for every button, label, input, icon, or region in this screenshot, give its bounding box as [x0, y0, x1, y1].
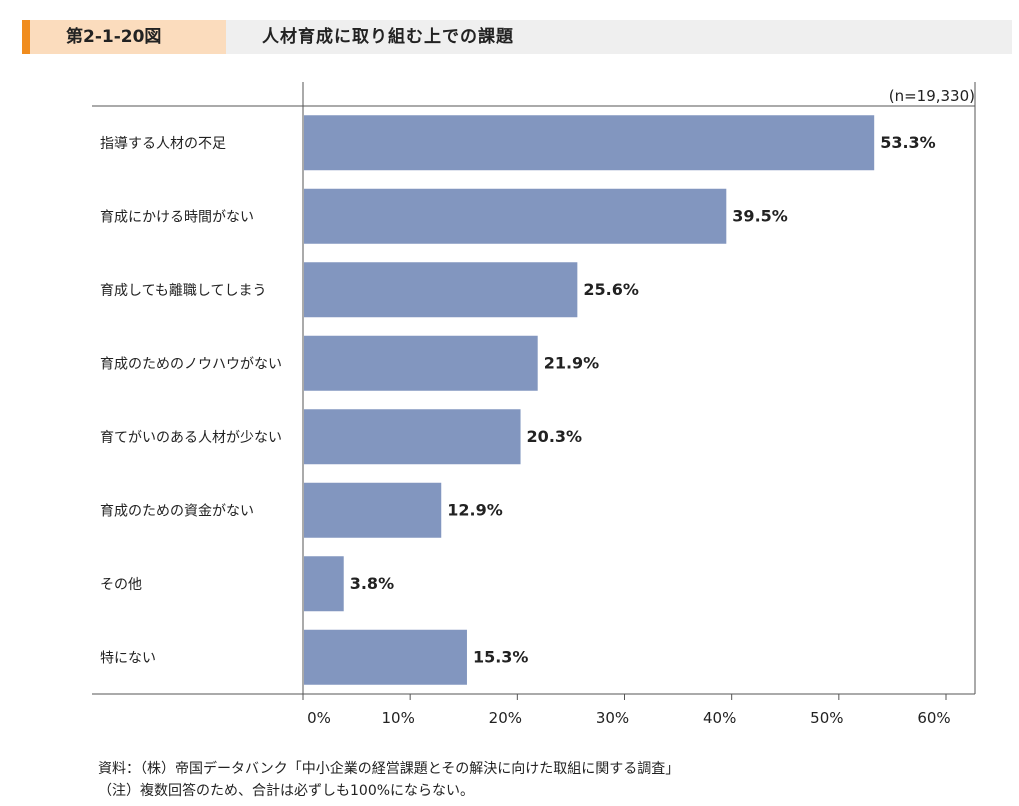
bar	[304, 262, 578, 318]
category-label: 育成しても離職してしまう	[100, 282, 266, 299]
bar	[304, 335, 538, 391]
value-label: 21.9%	[544, 353, 600, 372]
figure-header: 第2-1-20図 人材育成に取り組む上での課題	[22, 20, 1012, 54]
category-label: 育成のための資金がない	[100, 503, 254, 519]
x-tick-label: 10%	[381, 709, 414, 727]
chart-title: 人材育成に取り組む上での課題	[262, 27, 514, 47]
value-label: 3.8%	[350, 574, 394, 593]
x-tick-label: 60%	[917, 709, 950, 727]
category-label: 育てがいのある人材が少ない	[100, 430, 282, 446]
value-label: 12.9%	[447, 500, 503, 519]
figure-label-box	[30, 20, 226, 54]
x-tick-label: 20%	[489, 709, 522, 727]
category-label: 特にない	[100, 650, 156, 666]
category-label: 育成のためのノウハウがない	[100, 356, 282, 372]
annotation-note: （注）複数回答のため、合計は必ずしも100%にならない。	[98, 783, 475, 799]
x-tick-label: 0%	[307, 709, 331, 727]
chart-frame	[92, 82, 976, 700]
value-label: 15.3%	[473, 647, 529, 666]
bar	[304, 556, 344, 612]
value-labels: 53.3% 39.5% 25.6% 21.9% 20.3% 12.9% 3.8% 15.3%	[350, 133, 936, 667]
category-label: 育成にかける時間がない	[100, 209, 254, 225]
category-label: 指導する人材の不足	[100, 136, 226, 152]
x-axis-ticks: 0% 10% 20% 30% 40% 50% 60%	[307, 694, 951, 727]
category-label: その他	[100, 577, 142, 593]
bar	[304, 115, 875, 171]
bars-group	[304, 115, 875, 685]
category-labels: 指導する人材の不足育成にかける時間がない育成しても離職してしまう育成のためのノウ…	[100, 136, 282, 667]
header-accent-bar	[22, 20, 30, 54]
x-tick-label: 50%	[810, 709, 843, 727]
x-tick-label: 40%	[703, 709, 736, 727]
bar	[304, 409, 521, 465]
source-note: 資料：（株）帝国データバンク「中小企業の経営課題とその解決に向けた取組に関する調…	[98, 761, 680, 777]
bar	[304, 188, 727, 244]
bar	[304, 482, 442, 538]
bar	[304, 629, 467, 685]
sample-size-label: (n=19,330)	[889, 87, 975, 105]
value-label: 39.5%	[732, 206, 788, 225]
value-label: 20.3%	[527, 427, 583, 446]
bar-chart: 指導する人材の不足育成にかける時間がない育成しても離職してしまう育成のためのノウ…	[92, 82, 976, 727]
x-tick-label: 30%	[596, 709, 629, 727]
figure-label: 第2-1-20図	[66, 27, 162, 47]
value-label: 25.6%	[583, 280, 639, 299]
value-label: 53.3%	[880, 133, 936, 152]
